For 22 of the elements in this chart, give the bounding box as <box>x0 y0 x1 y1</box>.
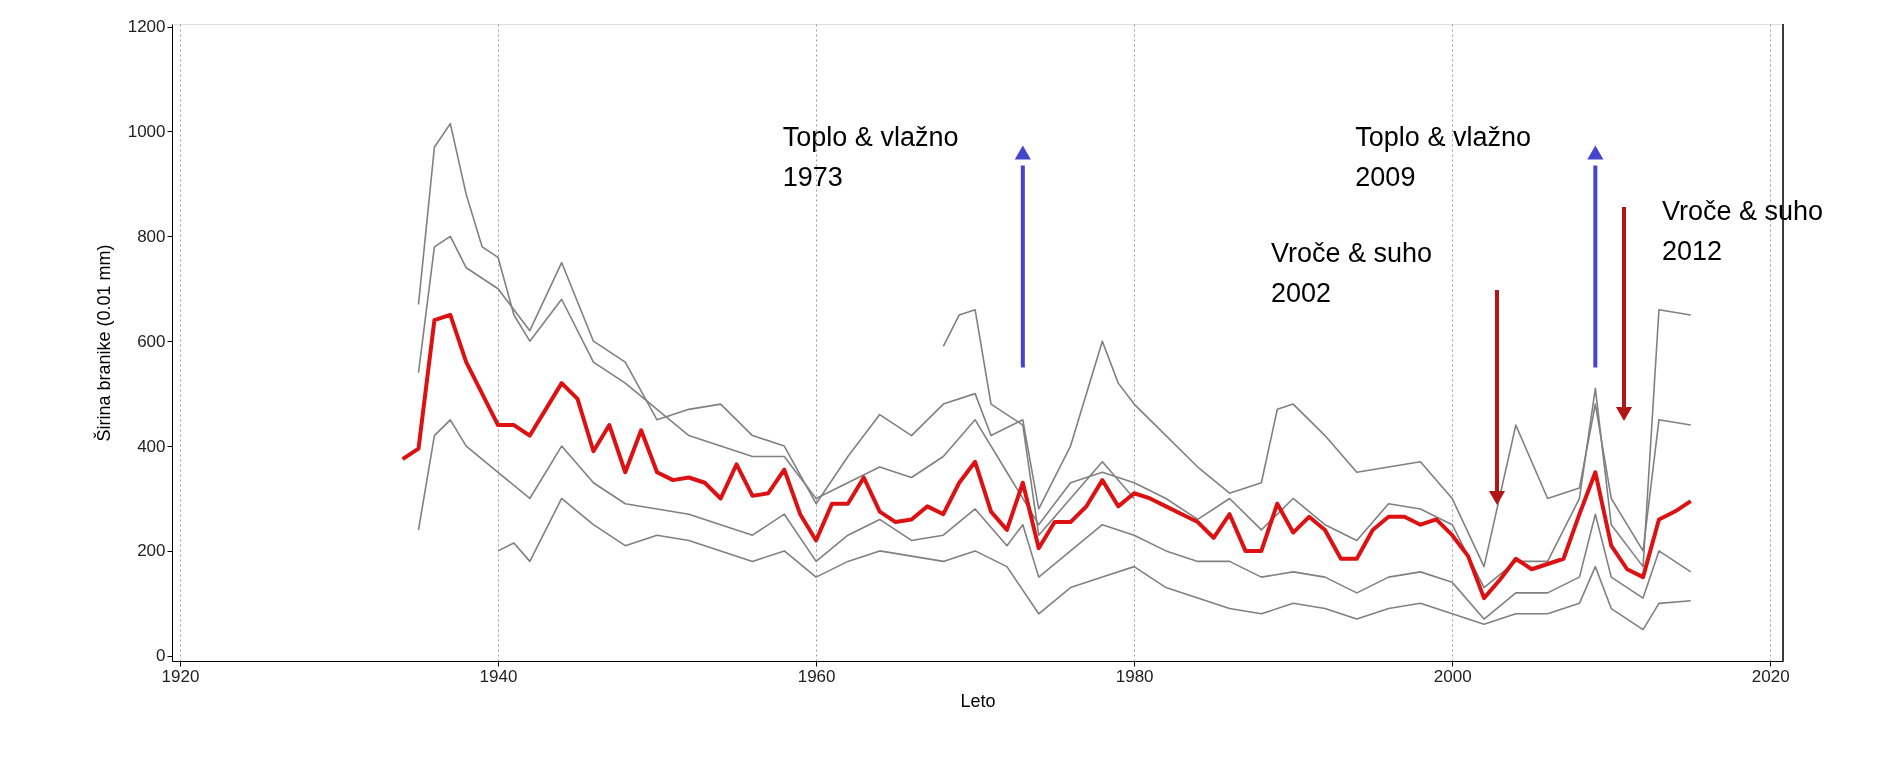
line-series <box>497 497 1692 631</box>
line-series <box>942 308 1135 536</box>
annotation: Toplo & vlažno 1973 <box>782 122 959 193</box>
line-series <box>400 312 1693 601</box>
y-tick-label: 1200 <box>127 17 166 37</box>
x-tick-label: 1980 <box>1115 666 1154 686</box>
x-tick-label: 2020 <box>1751 666 1790 686</box>
y-tick-label: 800 <box>137 226 166 246</box>
x-tick-label: 1960 <box>797 666 836 686</box>
y-axis-title: Širina branike (0.01 mm) <box>92 244 114 442</box>
y-tick-label: 0 <box>156 646 166 666</box>
x-tick-label: 1940 <box>479 666 518 686</box>
annotation: Toplo & vlažno 2009 <box>1355 122 1531 193</box>
y-tick-label: 600 <box>137 331 166 351</box>
annotation: Vroče & suho 2002 <box>1271 238 1433 308</box>
y-tick-label: 200 <box>137 541 166 561</box>
y-tick-label: 400 <box>137 436 166 456</box>
y-tick-label: 1000 <box>127 121 166 141</box>
line-series <box>417 419 1692 620</box>
x-axis-title: Leto <box>960 690 996 711</box>
x-tick-label: 2000 <box>1433 666 1472 686</box>
x-tick-label: 1920 <box>161 666 200 686</box>
